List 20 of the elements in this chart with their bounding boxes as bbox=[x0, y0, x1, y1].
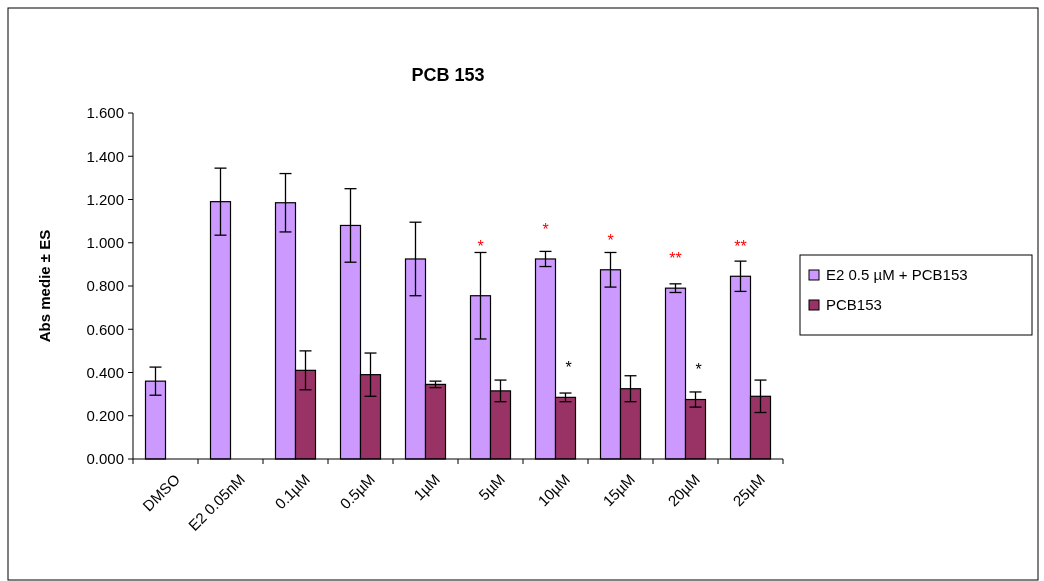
annotation: ** bbox=[669, 249, 682, 267]
y-tick-label: 1.000 bbox=[86, 234, 124, 251]
annotation: ** bbox=[734, 237, 747, 255]
annotation: * bbox=[477, 237, 484, 255]
y-tick-label: 0.000 bbox=[86, 450, 124, 468]
annotation: * bbox=[695, 361, 702, 379]
annotation: * bbox=[565, 359, 572, 377]
annotation: * bbox=[542, 220, 549, 238]
y-tick-label: 1.400 bbox=[86, 147, 124, 165]
y-axis-title: Abs medie ± ES bbox=[36, 229, 53, 343]
chart-title: PCB 153 bbox=[411, 65, 485, 85]
y-tick-label: 0.600 bbox=[86, 320, 124, 338]
y-tick-label: 0.400 bbox=[86, 363, 124, 381]
y-tick-label: 0.800 bbox=[86, 277, 124, 295]
legend-label: E2 0.5 µM + PCB153 bbox=[826, 266, 968, 284]
y-tick-label: 1.600 bbox=[86, 104, 124, 122]
legend-label: PCB153 bbox=[826, 296, 882, 314]
annotation: * bbox=[607, 231, 614, 249]
y-tick-label: 1.200 bbox=[86, 190, 124, 208]
y-tick-label: 0.200 bbox=[86, 407, 124, 424]
